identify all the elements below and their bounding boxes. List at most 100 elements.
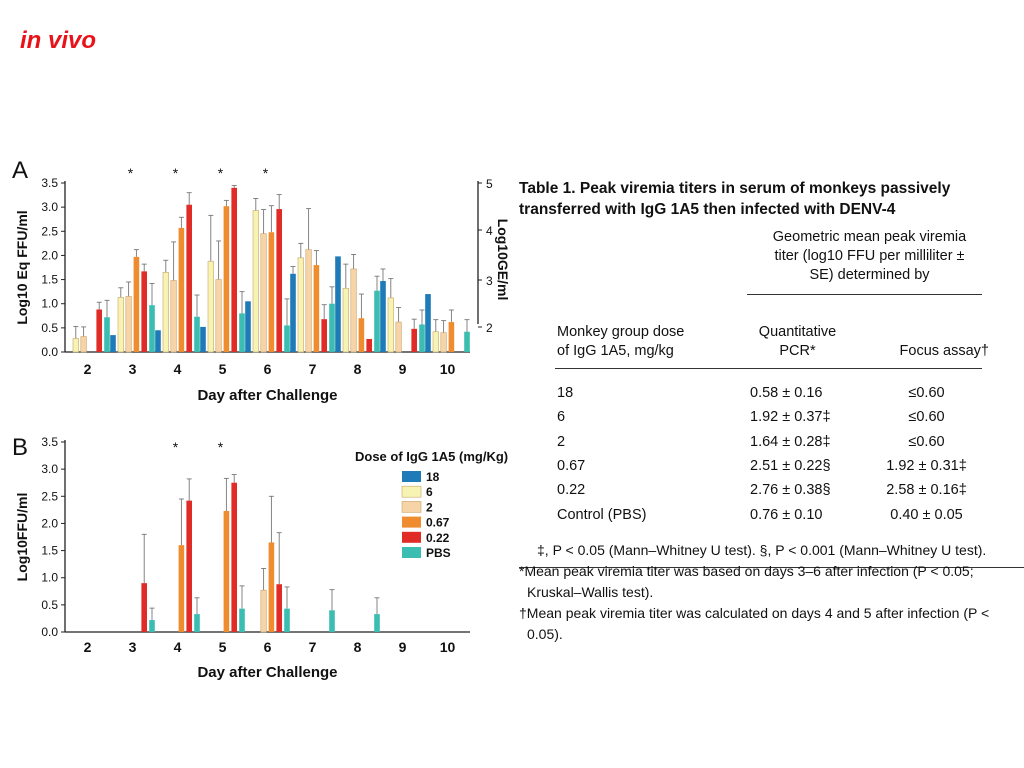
x-axis-title: Day after Challenge <box>197 664 337 681</box>
bar-a-dose-0_22-day-2 <box>96 309 102 352</box>
significance-star: * <box>128 165 134 181</box>
y-tick-label: 3.5 <box>41 435 58 449</box>
table-cell-dose: 2 <box>557 433 566 450</box>
significance-star: * <box>173 439 179 455</box>
table-cell-focus: 1.92 ± 0.31‡ <box>886 457 967 474</box>
legend-label: 18 <box>426 470 440 484</box>
bar-a-dose-0_22-day-5 <box>231 187 237 352</box>
x-tick-label: 8 <box>354 361 362 377</box>
y-tick-label: 2.0 <box>41 516 58 530</box>
span-header-line-2: titer (log10 FFU per milliliter ± <box>774 248 965 264</box>
footnote-4: †Mean peak viremia titer was calculated … <box>519 605 990 621</box>
y-tick-label: 1.5 <box>41 544 58 558</box>
bar-a-dose-2-day-2 <box>80 336 87 353</box>
bar-b-dose-0_22-day-6 <box>276 584 282 632</box>
y-tick-label: 1.0 <box>41 297 58 311</box>
chart-panel-a: A 0.0 0.5 1.0 1.5 2.0 2.5 3.0 3.5 Log10 Eq FFU/ml… <box>12 157 511 404</box>
footnote-1: ‡, P < 0.05 (Mann–Whitney U test). §, P … <box>537 542 987 558</box>
col-dose-header-line-1: Monkey group dose <box>557 324 685 340</box>
legend-label: PBS <box>426 546 451 560</box>
bar-a-dose-PBS-day-9 <box>419 324 425 352</box>
bar-a-dose-6-day-3 <box>117 297 124 353</box>
x-tick-label: 8 <box>354 639 362 655</box>
bar-b-dose-PBS-day-3 <box>149 620 155 632</box>
x-tick-label: 3 <box>129 361 137 377</box>
x-tick-label: 4 <box>174 361 182 377</box>
bar-b-dose-PBS-day-8 <box>374 614 380 632</box>
table-cell-pcr: 0.76 ± 0.10 <box>750 506 823 523</box>
x-tick-label: 9 <box>399 639 407 655</box>
panel-letter: B <box>12 434 28 461</box>
y-tick-label: 2.0 <box>41 248 58 262</box>
chart-panel-b: B 0.0 0.5 1.0 1.5 2.0 2.5 3.0 3.5 Log10FFU/ml 2 3 4 *… <box>12 434 508 681</box>
legend-swatch <box>401 485 422 498</box>
x-tick-label: 2 <box>84 361 92 377</box>
x-tick-label: 5 <box>219 361 227 377</box>
bar-a-dose-6-day-10 <box>432 331 439 353</box>
table-cell-focus: 2.58 ± 0.16‡ <box>886 482 967 499</box>
bar-a-dose-0_22-day-4 <box>186 204 192 352</box>
bar-a-dose-18-day-7 <box>290 273 296 352</box>
legend-label: 2 <box>426 500 433 514</box>
bar-b-dose-PBS-day-4 <box>194 614 200 632</box>
bar-b-dose-0_67-day-6 <box>268 542 275 632</box>
span-header-line-1: Geometric mean peak viremia <box>772 229 967 245</box>
x-tick-label: 6 <box>264 639 272 655</box>
x-tick-label: 6 <box>264 361 272 377</box>
bar-b-dose-0_22-day-4 <box>186 500 192 632</box>
bar-a-dose-2-day-5 <box>215 279 222 353</box>
significance-star: * <box>263 165 269 181</box>
bar-a-dose-PBS-day-7 <box>329 303 335 352</box>
y2-tick-label: 3 <box>486 274 493 288</box>
bar-a-dose-0_67-day-8 <box>358 318 365 352</box>
bar-a-dose-0_22-day-6 <box>276 209 282 352</box>
bar-a-dose-0_67-day-3 <box>133 256 140 352</box>
header-rule <box>555 368 982 369</box>
y-axis-title: Log10FFU/ml <box>14 493 30 582</box>
significance-star: * <box>218 165 224 181</box>
bar-a-dose-6-day-8 <box>342 287 349 353</box>
significance-star: * <box>173 165 179 181</box>
table-cell-focus: ≤0.60 <box>908 385 945 401</box>
table-cell-dose: Control (PBS) <box>557 506 647 523</box>
col-focus-header: Focus assay† <box>899 343 989 359</box>
table-span-header: Geometric mean peak viremia titer (log10… <box>747 228 992 285</box>
bar-b-dose-0_22-day-3 <box>141 583 147 632</box>
legend-label: 6 <box>426 485 433 499</box>
bar-a-dose-6-day-7 <box>297 257 304 353</box>
col-pcr-header: Quantitative PCR* <box>750 323 845 361</box>
span-header-rule <box>747 294 982 295</box>
y-tick-label: 3.0 <box>41 462 58 476</box>
bar-a-dose-PBS-day-10 <box>464 331 470 352</box>
x-tick-label: 10 <box>440 639 456 655</box>
bar-a-dose-6-day-5 <box>207 260 214 353</box>
table-cell-pcr: 1.92 ± 0.37‡ <box>750 409 831 426</box>
table-cell-pcr: 2.51 ± 0.22§ <box>750 457 831 474</box>
legend-label: 0.22 <box>426 531 450 545</box>
col-dose-header-line-2: of IgG 1A5, mg/kg <box>557 343 674 359</box>
y-tick-label: 0.0 <box>41 625 58 639</box>
x-axis-title: Day after Challenge <box>197 387 337 404</box>
y2-tick-label: 4 <box>486 224 493 238</box>
table-title-line-2: transferred with IgG 1A5 then infected w… <box>519 201 896 218</box>
bar-a-dose-6-day-2 <box>72 338 79 353</box>
y-tick-label: 1.5 <box>41 273 58 287</box>
bar-a-dose-2-day-4 <box>170 280 177 353</box>
bar-a-dose-6-day-9 <box>387 297 394 353</box>
slide-title: in vivo <box>20 27 97 54</box>
bar-a-dose-PBS-day-6 <box>284 325 290 352</box>
table-cell-pcr: 0.58 ± 0.16 <box>750 385 823 401</box>
figure-charts: A 0.0 0.5 1.0 1.5 2.0 2.5 3.0 3.5 Log10 Eq FFU/ml… <box>12 157 511 681</box>
y2-axis-title: Log10GE/ml <box>495 219 511 301</box>
x-tick-label: 7 <box>309 361 317 377</box>
bar-a-dose-0_67-day-7 <box>313 265 320 352</box>
col-pcr-header-line-2: PCR* <box>779 343 816 359</box>
y2-tick-label: 2 <box>486 321 493 335</box>
bar-a-dose-18-day-6 <box>245 301 251 352</box>
panel-letter: A <box>12 157 28 184</box>
bar-a-dose-PBS-day-3 <box>149 305 155 352</box>
y-tick-label: 3.0 <box>41 200 58 214</box>
legend-swatch <box>401 501 422 513</box>
bar-a-dose-2-day-8 <box>350 268 357 353</box>
